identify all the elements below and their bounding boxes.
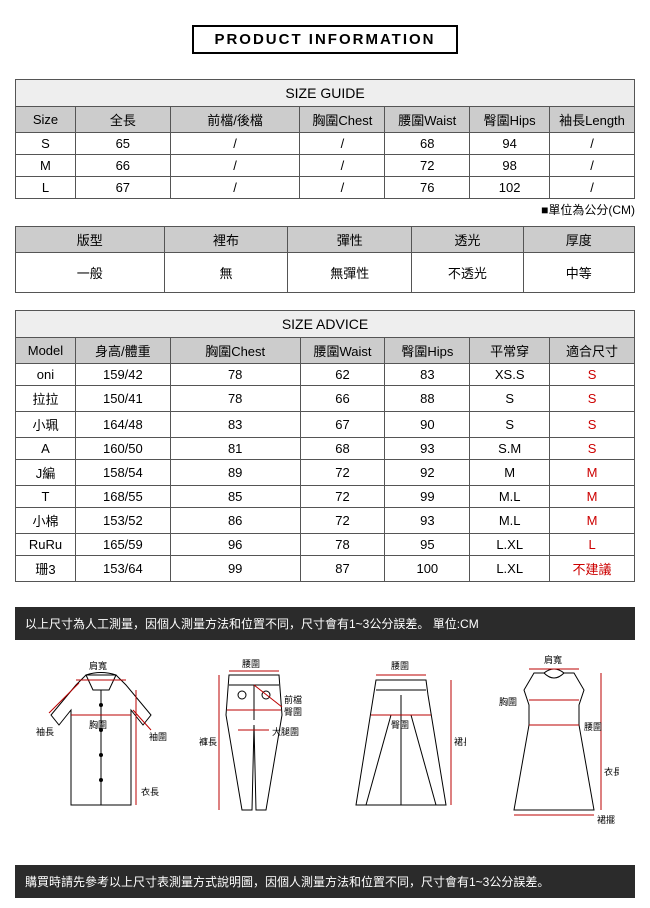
svg-text:大腿圍: 大腿圍 — [272, 726, 299, 737]
table-row: M66//7298/ — [16, 155, 635, 177]
attr-val-sheer: 不透光 — [412, 253, 523, 293]
col-hips2: 臀圍Hips — [385, 338, 470, 364]
attr-col-fit: 版型 — [16, 227, 165, 253]
table-row: T168/55857299M.LM — [16, 486, 635, 508]
svg-text:袖圍: 袖圍 — [149, 731, 167, 742]
fit-recommendation: 不建議 — [550, 556, 635, 582]
svg-text:胸圍: 胸圍 — [89, 719, 107, 730]
attr-col-lining: 裡布 — [164, 227, 288, 253]
size-advice-table: SIZE ADVICE Model 身高/體重 胸圍Chest 腰圍Waist … — [15, 310, 635, 582]
col-size: Size — [16, 107, 76, 133]
svg-text:肩寬: 肩寬 — [544, 655, 562, 665]
table-row: L67//76102/ — [16, 177, 635, 199]
table-row: 小棉153/52867293M.LM — [16, 508, 635, 534]
diagram-skirt: 腰圍 臀圍 裙長 — [336, 655, 466, 825]
table-row: A160/50816893S.MS — [16, 438, 635, 460]
note-bar-1: 以上尺寸為人工測量，因個人測量方法和位置不同，尺寸會有1~3公分誤差。 單位:C… — [15, 607, 635, 640]
fit-recommendation: S — [550, 438, 635, 460]
col-waist: 腰圍Waist — [385, 107, 470, 133]
col-hw: 身高/體重 — [75, 338, 170, 364]
col-waist2: 腰圍Waist — [300, 338, 385, 364]
table-row: 珊3153/649987100L.XL不建議 — [16, 556, 635, 582]
col-length: 全長 — [75, 107, 170, 133]
svg-text:腰圍: 腰圍 — [242, 659, 260, 669]
size-advice-heading: SIZE ADVICE — [16, 311, 635, 338]
col-chest2: 胸圍Chest — [170, 338, 300, 364]
col-chest: 胸圍Chest — [300, 107, 385, 133]
note-bar-2: 購買時請先參考以上尺寸表測量方式說明圖，因個人測量方法和位置不同，尺寸會有1~3… — [15, 865, 635, 898]
attributes-table: 版型 裡布 彈性 透光 厚度 一般 無 無彈性 不透光 中等 — [15, 226, 635, 293]
col-fit: 適合尺寸 — [550, 338, 635, 364]
svg-text:衣長: 衣長 — [604, 766, 619, 777]
measurement-diagrams: 肩寬 胸圍 袖長 袖圍 衣長 腰圍 前檔 臀圍 大腿圍 — [15, 640, 635, 840]
svg-text:褲長: 褲長 — [199, 736, 217, 747]
fit-recommendation: M — [550, 486, 635, 508]
table-row: 小珮164/48836790SS — [16, 412, 635, 438]
attr-val-thick: 中等 — [523, 253, 634, 293]
diagram-shirt: 肩寬 胸圍 袖長 袖圍 衣長 — [31, 655, 171, 825]
attr-col-stretch: 彈性 — [288, 227, 412, 253]
col-hips: 臀圍Hips — [470, 107, 550, 133]
fit-recommendation: M — [550, 508, 635, 534]
fit-recommendation: L — [550, 534, 635, 556]
size-guide-table: SIZE GUIDE Size 全長 前檔/後檔 胸圍Chest 腰圍Waist… — [15, 79, 635, 199]
fit-recommendation: S — [550, 386, 635, 412]
table-row: RuRu165/59967895L.XLL — [16, 534, 635, 556]
page-title: PRODUCT INFORMATION — [192, 25, 457, 54]
svg-text:裙擺: 裙擺 — [597, 814, 615, 825]
size-guide-heading: SIZE GUIDE — [16, 80, 635, 107]
attr-val-stretch: 無彈性 — [288, 253, 412, 293]
table-row: S65//6894/ — [16, 133, 635, 155]
table-row: J編158/54897292MM — [16, 460, 635, 486]
svg-text:腰圍: 腰圍 — [584, 722, 602, 732]
size-guide-header-row: Size 全長 前檔/後檔 胸圍Chest 腰圍Waist 臀圍Hips 袖長L… — [16, 107, 635, 133]
svg-text:前檔: 前檔 — [284, 694, 302, 705]
diagram-pants: 腰圍 前檔 臀圍 大腿圍 褲長 — [194, 655, 314, 825]
table-row: 拉拉150/41786688SS — [16, 386, 635, 412]
col-sleeve: 袖長Length — [550, 107, 635, 133]
col-rise: 前檔/後檔 — [170, 107, 300, 133]
diagram-dress: 肩寬 胸圍 腰圍 衣長 裙擺 — [489, 655, 619, 825]
fit-recommendation: S — [550, 412, 635, 438]
attr-col-sheer: 透光 — [412, 227, 523, 253]
fit-recommendation: S — [550, 364, 635, 386]
svg-text:裙長: 裙長 — [454, 736, 466, 747]
col-usual: 平常穿 — [470, 338, 550, 364]
attr-col-thick: 厚度 — [523, 227, 634, 253]
unit-note: ■單位為公分(CM) — [15, 201, 635, 218]
size-advice-header-row: Model 身高/體重 胸圍Chest 腰圍Waist 臀圍Hips 平常穿 適… — [16, 338, 635, 364]
svg-text:臀圍: 臀圍 — [391, 720, 409, 730]
svg-text:臀圍: 臀圍 — [284, 707, 302, 717]
attr-val-lining: 無 — [164, 253, 288, 293]
col-model: Model — [16, 338, 76, 364]
svg-text:袖長: 袖長 — [36, 726, 54, 737]
svg-text:腰圍: 腰圍 — [391, 661, 409, 671]
svg-text:胸圍: 胸圍 — [499, 696, 517, 707]
fit-recommendation: M — [550, 460, 635, 486]
svg-text:肩寬: 肩寬 — [89, 660, 107, 671]
table-row: oni159/42786283XS.SS — [16, 364, 635, 386]
svg-text:衣長: 衣長 — [141, 786, 159, 797]
attr-val-fit: 一般 — [16, 253, 165, 293]
